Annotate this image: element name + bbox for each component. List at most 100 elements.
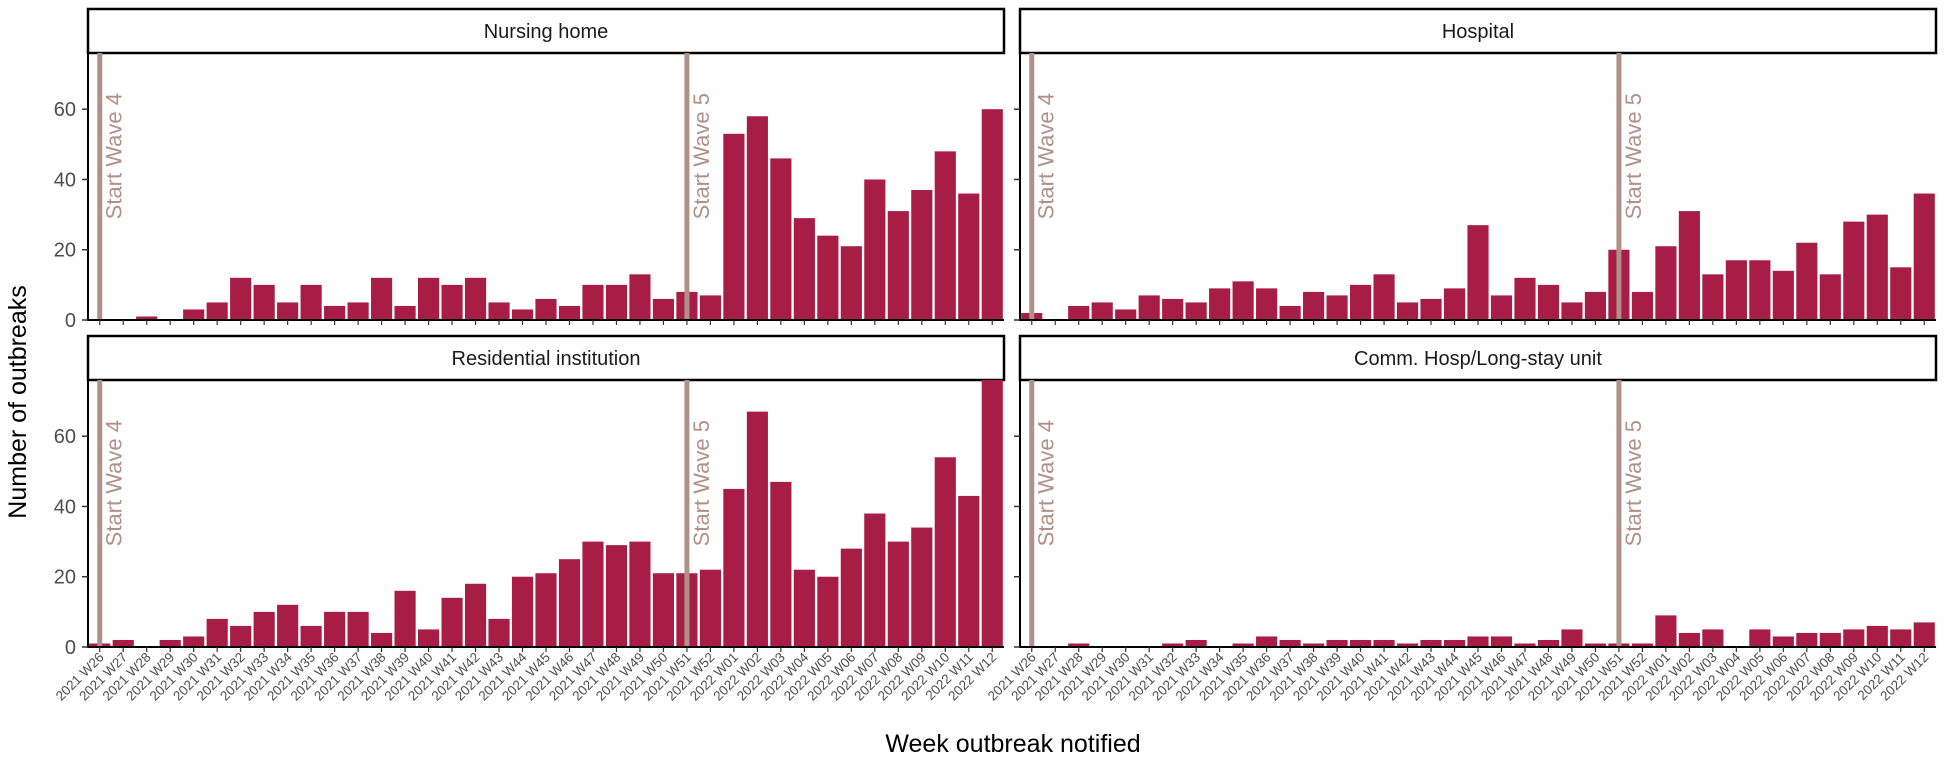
- bar: [324, 611, 346, 647]
- bar: [1584, 291, 1607, 320]
- bar: [1631, 643, 1653, 647]
- bar: [1655, 246, 1677, 320]
- bar: [253, 611, 275, 647]
- bar: [1373, 639, 1395, 647]
- bar: [417, 277, 440, 320]
- bar: [1537, 639, 1560, 647]
- bar: [300, 284, 322, 320]
- bar: [746, 411, 768, 647]
- bar: [230, 277, 252, 320]
- bar: [793, 569, 815, 647]
- bar: [535, 573, 557, 647]
- bar: [1866, 214, 1888, 320]
- bar: [605, 545, 628, 647]
- bar: [1561, 629, 1583, 647]
- bar: [652, 573, 675, 647]
- bar: [464, 583, 487, 647]
- bar: [934, 457, 956, 647]
- bar: [558, 559, 581, 647]
- bar: [1349, 639, 1372, 647]
- panel-strip: [1018, 334, 1938, 382]
- bar: [911, 527, 933, 647]
- bar: [1584, 643, 1607, 647]
- bar: [1138, 295, 1160, 320]
- bar: [253, 284, 275, 320]
- bar: [1068, 305, 1090, 320]
- bar: [958, 495, 980, 647]
- bar: [1678, 632, 1700, 647]
- bar: [934, 151, 956, 320]
- bar: [1303, 291, 1325, 320]
- wave-label: Start Wave 5: [1621, 420, 1646, 546]
- bar: [347, 611, 369, 647]
- wave-label: Start Wave 4: [1034, 93, 1059, 219]
- bar: [1561, 302, 1583, 320]
- bar: [112, 639, 134, 647]
- panel-1: Nursing home Start Wave 4 Start Wave 5 0 20 4…: [54, 7, 1006, 332]
- panel-strip: [1018, 7, 1938, 55]
- bar: [864, 179, 886, 320]
- bar: [1373, 274, 1395, 320]
- wave-label: Start Wave 5: [689, 420, 714, 546]
- bar: [394, 305, 416, 320]
- bar: [1866, 625, 1888, 647]
- y-tick-label: 0: [65, 637, 76, 659]
- panel-strip: [86, 7, 1006, 55]
- bar: [206, 302, 228, 320]
- wave-label: Start Wave 4: [102, 93, 127, 219]
- panel-title: Nursing home: [484, 21, 609, 43]
- bar: [1772, 270, 1794, 320]
- bar: [1232, 643, 1254, 647]
- bar: [1162, 298, 1184, 320]
- bar: [981, 109, 1003, 320]
- bar: [793, 218, 815, 320]
- bar: [887, 541, 909, 647]
- y-tick-label: 20: [54, 567, 76, 589]
- bar: [1890, 267, 1912, 320]
- panel-title: Comm. Hosp/Long-stay unit: [1354, 348, 1602, 370]
- bar: [1303, 643, 1325, 647]
- bar: [300, 625, 322, 647]
- bar: [1819, 632, 1841, 647]
- bar: [1326, 295, 1348, 320]
- bar: [441, 284, 463, 320]
- bar: [1655, 615, 1677, 647]
- wave-label: Start Wave 5: [689, 93, 714, 219]
- bar: [1467, 225, 1489, 320]
- bar: [723, 133, 745, 320]
- bar: [1279, 305, 1301, 320]
- bar: [1115, 309, 1137, 320]
- y-tick-label: 40: [54, 496, 76, 518]
- bar: [981, 380, 1003, 647]
- bar: [887, 211, 909, 320]
- bar: [230, 625, 252, 647]
- bar: [1890, 629, 1912, 647]
- bar: [535, 298, 557, 320]
- bar: [1467, 636, 1489, 647]
- panel-2: Hospital Start Wave 4 Start Wave 5: [1014, 7, 1938, 325]
- bar: [1514, 643, 1536, 647]
- y-tick-label: 60: [54, 99, 76, 121]
- bar: [629, 541, 651, 647]
- bar: [488, 302, 510, 320]
- bar: [1396, 302, 1419, 320]
- bar: [840, 548, 862, 647]
- bar: [1349, 284, 1372, 320]
- bar: [136, 316, 158, 320]
- bar: [1185, 639, 1207, 647]
- bar: [1537, 284, 1560, 320]
- bar: [1490, 295, 1513, 320]
- bar: [1843, 221, 1865, 320]
- bar: [1749, 629, 1771, 647]
- y-tick-label: 0: [65, 310, 76, 332]
- bar: [159, 639, 181, 647]
- bar: [1819, 274, 1841, 320]
- bar: [394, 590, 416, 647]
- bar: [817, 576, 839, 647]
- y-axis-title: Number of outbreaks: [4, 285, 32, 518]
- x-axis-title: Week outbreak notified: [885, 730, 1140, 758]
- bar: [817, 235, 839, 320]
- bar: [1420, 298, 1442, 320]
- bar: [1326, 639, 1348, 647]
- bar: [277, 302, 299, 320]
